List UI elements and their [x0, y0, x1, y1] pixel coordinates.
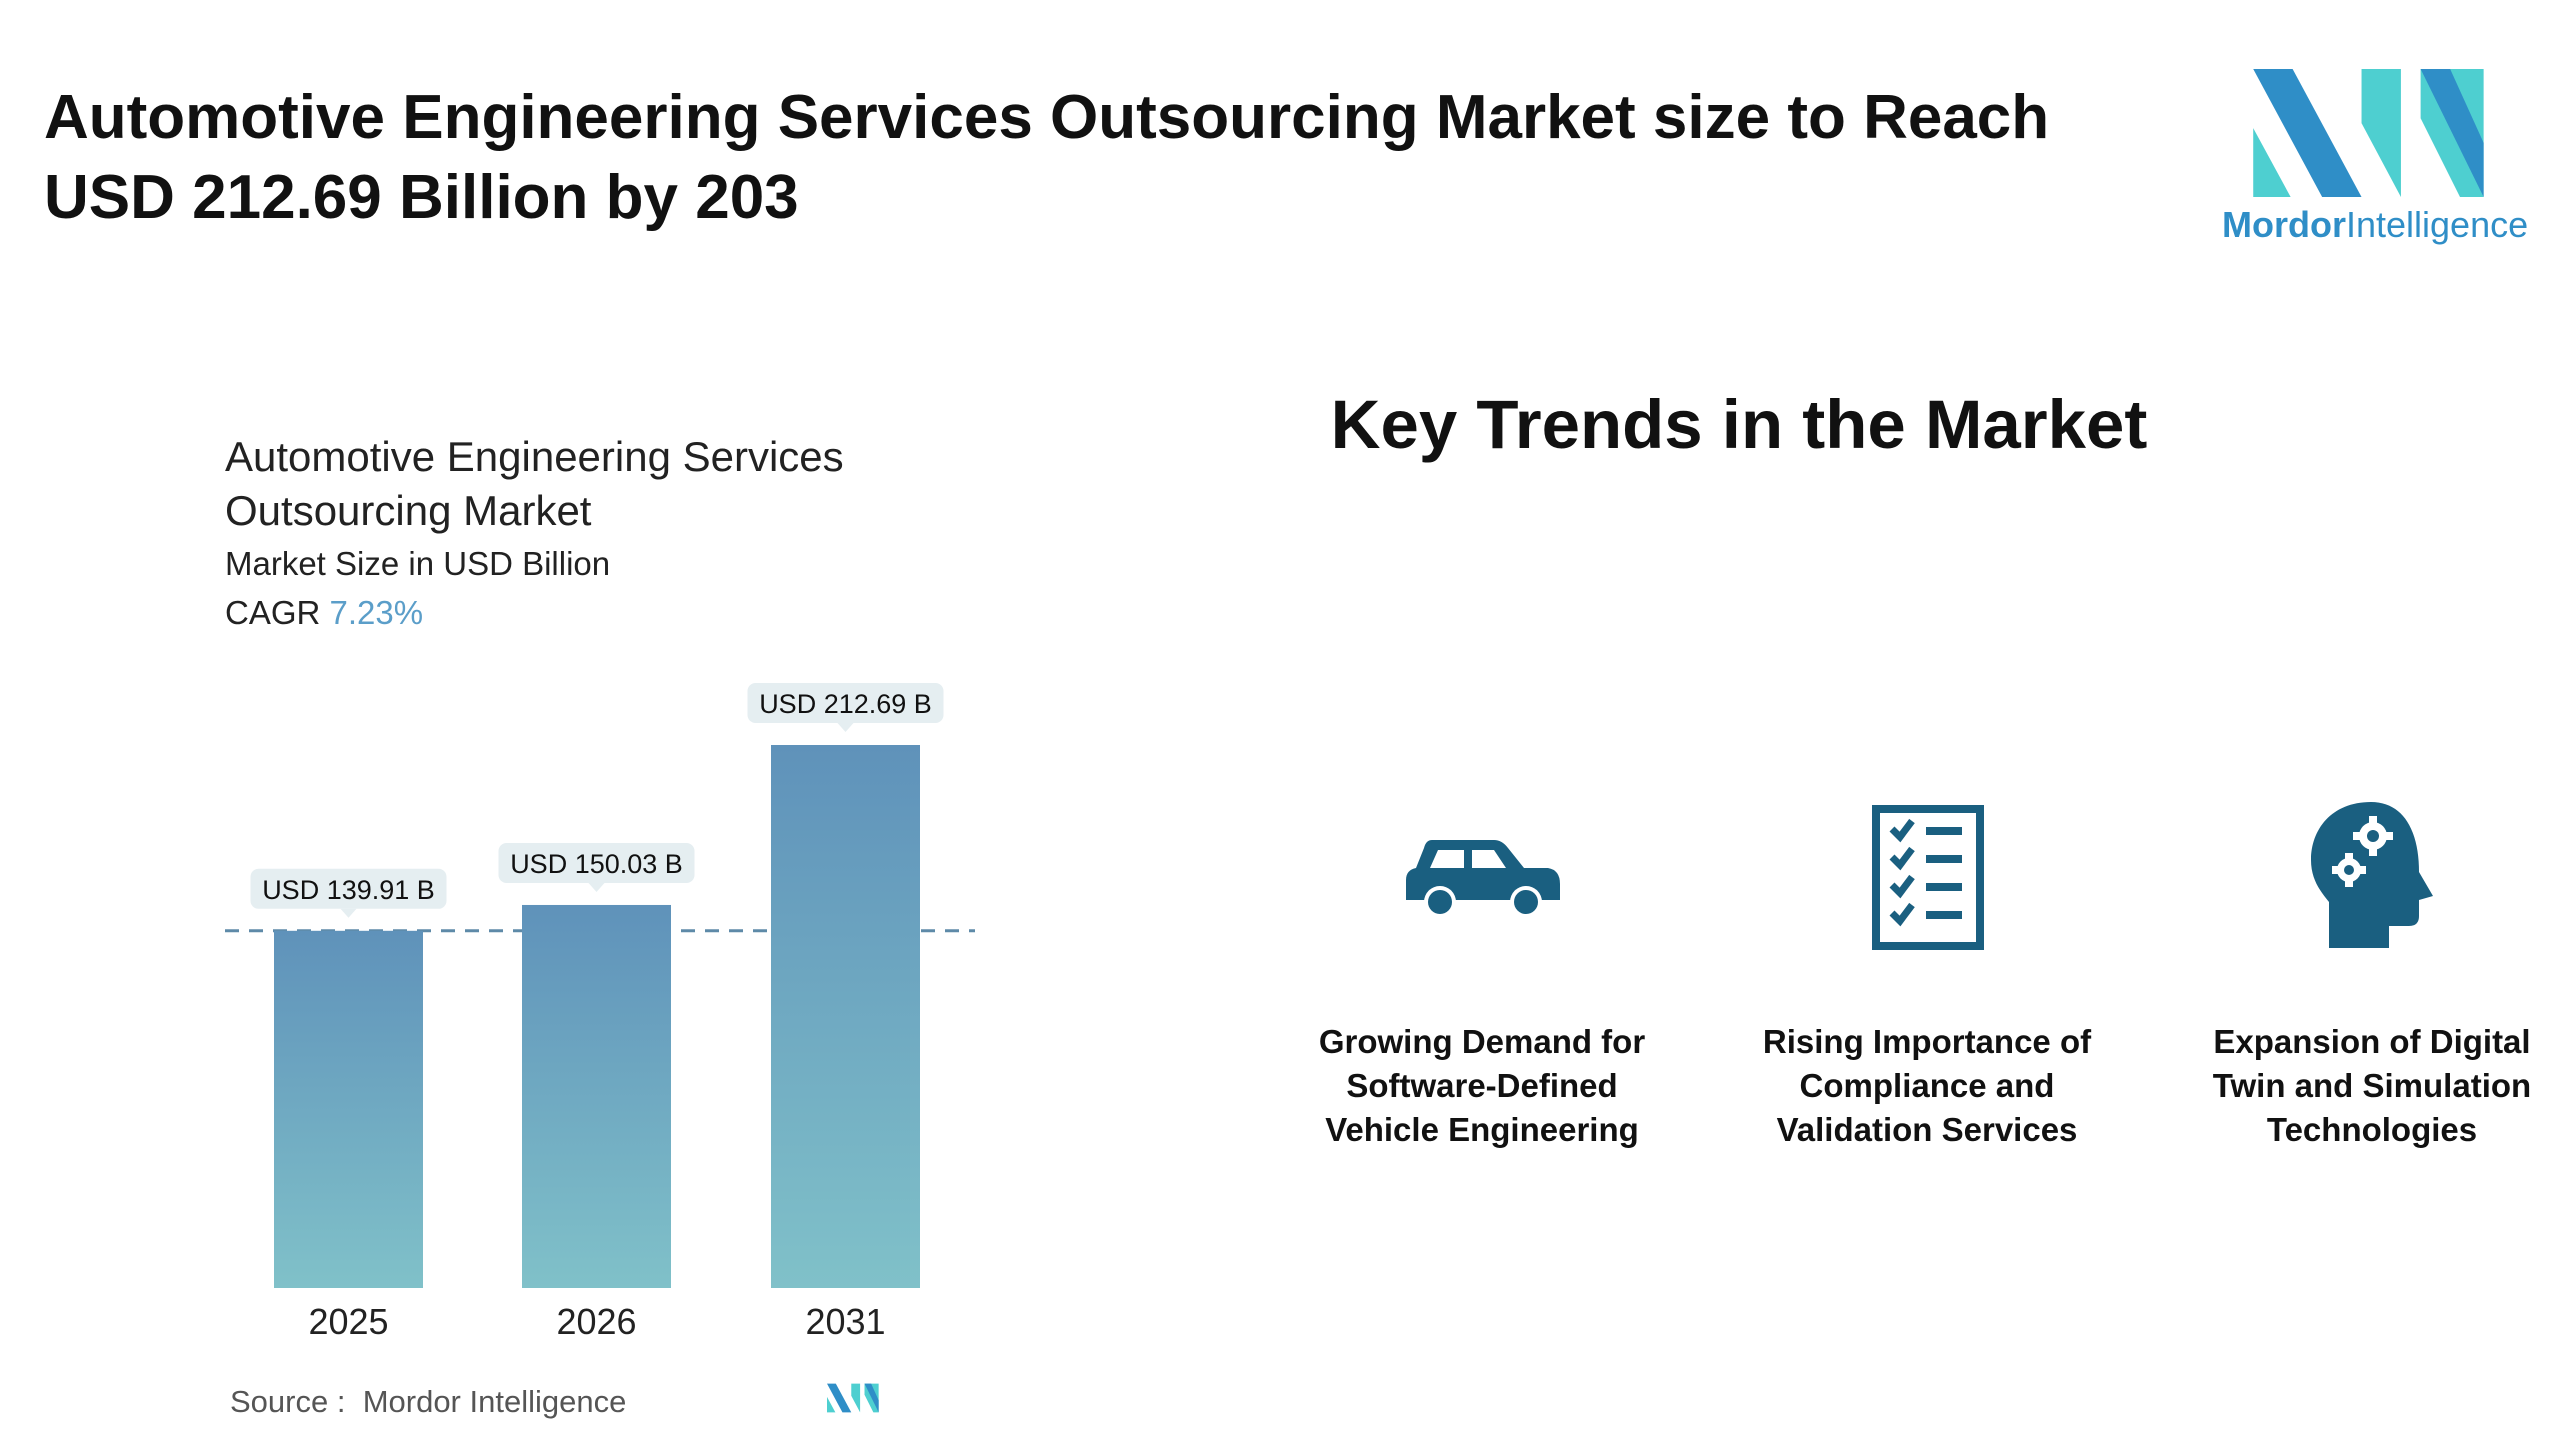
chart-title: Automotive Engineering Services Outsourc… [225, 433, 844, 534]
page-title: Automotive Engineering Services Outsourc… [44, 83, 2050, 232]
data-label: USD 150.03 B [510, 849, 683, 879]
bar-2025 [274, 930, 423, 1288]
data-label-bg [250, 868, 447, 909]
trend-software-defined-vehicle: Growing Demand for Software-Defined Vehicl… [1318, 1023, 1646, 1148]
data-label-pointer [340, 908, 357, 918]
trend-compliance-validation: Rising Importance of Compliance and Valida… [1762, 1023, 2092, 1148]
bar-chart: USD 139.91 B 2025 USD 150.03 B 2026 USD 212.… [225, 683, 975, 1342]
x-tick-label: 2025 [308, 1301, 388, 1342]
data-label: USD 212.69 B [759, 689, 932, 719]
bar-2026 [522, 904, 671, 1288]
source-note: Source : Mordor Intelligence [230, 1384, 627, 1419]
chart-subtitle: Market Size in USD Billion [225, 545, 611, 582]
trend-digital-twin: Expansion of Digital Twin and Simulation T… [2212, 1023, 2532, 1148]
data-label: USD 139.91 B [262, 875, 435, 905]
checklist-icon [1872, 805, 1984, 950]
car-icon [1406, 840, 1560, 918]
data-label-pointer [588, 882, 605, 892]
cagr-value: 7.23% [329, 594, 424, 631]
small-logo [827, 1383, 879, 1413]
x-tick-label: 2026 [556, 1301, 636, 1342]
bar-2031 [771, 745, 920, 1288]
chart-cagr: CAGR 7.23% [225, 594, 424, 631]
head-gears-icon [2311, 802, 2433, 948]
x-tick-label: 2031 [805, 1301, 885, 1342]
data-label-bg [498, 842, 695, 883]
trends-heading: Key Trends in the Market [1330, 386, 2148, 463]
data-label-pointer [837, 723, 854, 732]
mordor-logo [2253, 69, 2484, 197]
data-label-bg [747, 683, 944, 723]
logo-wordmark: MordorIntelligence [2222, 204, 2529, 245]
